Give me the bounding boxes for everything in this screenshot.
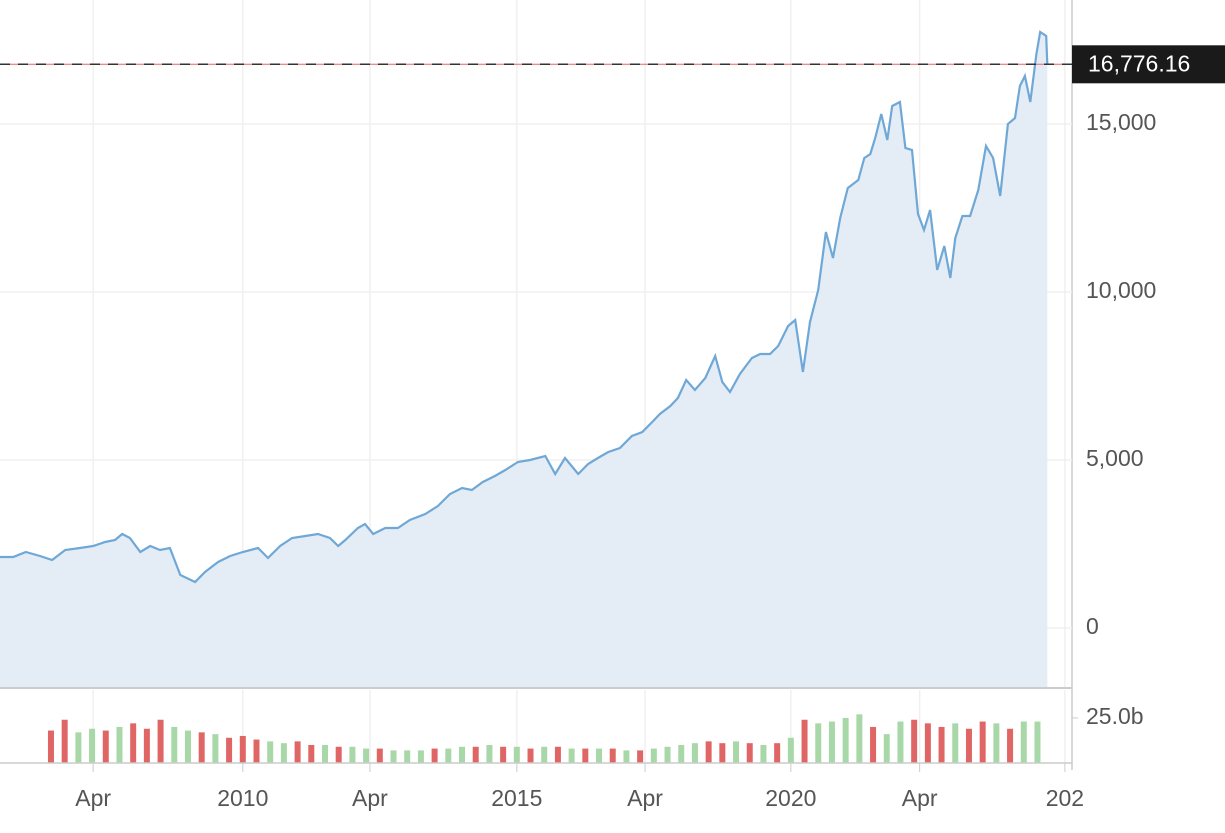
volume-bar xyxy=(253,739,260,763)
volume-bar xyxy=(897,721,904,763)
volume-bar xyxy=(239,735,246,763)
volume-bar xyxy=(1007,728,1014,763)
volume-bar xyxy=(130,723,137,763)
x-tick-label: 2010 xyxy=(217,785,268,811)
y-tick-label: 25.0b xyxy=(1086,703,1144,729)
volume-bar xyxy=(815,723,822,763)
volume-bar xyxy=(623,750,630,763)
volume-bar xyxy=(417,750,424,763)
volume-bar xyxy=(335,746,342,763)
volume-bar xyxy=(870,726,877,763)
volume-bar xyxy=(280,743,287,763)
price-area xyxy=(0,32,1048,688)
x-tick-label: Apr xyxy=(352,785,388,811)
volume-bar xyxy=(102,730,109,763)
y-tick-label: 5,000 xyxy=(1086,445,1144,471)
volume-bar xyxy=(993,723,1000,763)
volume-bar xyxy=(513,746,520,763)
volume-bar xyxy=(89,728,96,763)
y-tick-label: 0 xyxy=(1086,613,1099,639)
x-tick-label: 2015 xyxy=(491,785,542,811)
x-tick-label: Apr xyxy=(902,785,938,811)
volume-bar xyxy=(171,726,178,763)
volume-bar xyxy=(445,748,452,763)
volume-bar xyxy=(486,744,493,763)
volume-bar xyxy=(349,746,356,763)
volume-bar xyxy=(952,723,959,763)
volume-bar xyxy=(363,748,370,763)
volume-bar xyxy=(61,719,68,763)
volume-bar xyxy=(75,732,82,763)
volume-bar xyxy=(678,744,685,763)
volume-bar xyxy=(541,746,548,763)
volume-bar xyxy=(459,746,466,763)
volume-bar xyxy=(965,728,972,763)
volume-bar xyxy=(774,743,781,763)
volume-bar xyxy=(719,743,726,763)
price-label: 16,776.16 xyxy=(1088,50,1190,76)
volume-bar xyxy=(705,741,712,763)
volume-bar xyxy=(157,719,164,763)
volume-bar xyxy=(979,721,986,763)
volume-bar xyxy=(691,743,698,763)
volume-bar xyxy=(650,748,657,763)
volume-bar xyxy=(294,741,301,763)
volume-bar xyxy=(924,723,931,763)
x-tick-label: 202 xyxy=(1046,785,1084,811)
volume-bar xyxy=(472,746,479,763)
volume-bar xyxy=(500,746,507,763)
volume-bar xyxy=(733,741,740,763)
volume-bar xyxy=(883,734,890,763)
volume-bar xyxy=(226,737,233,763)
volume-bar xyxy=(582,748,589,763)
volume-bar xyxy=(746,743,753,763)
volume-bar xyxy=(828,721,835,763)
volume-bar xyxy=(527,748,534,763)
y-tick-label: 15,000 xyxy=(1086,109,1156,135)
volume-bar xyxy=(637,750,644,763)
x-tick-label: Apr xyxy=(627,785,663,811)
volume-bar xyxy=(404,750,411,763)
volume-bar xyxy=(308,744,315,763)
volume-bar xyxy=(184,730,191,763)
volume-bar xyxy=(911,719,918,763)
price-line xyxy=(0,30,1049,584)
x-tick-label: Apr xyxy=(75,785,111,811)
volume-bar xyxy=(321,744,328,763)
volume-bar xyxy=(390,750,397,763)
volume-bar xyxy=(554,746,561,763)
volume-bar xyxy=(596,748,603,763)
volume-bar xyxy=(431,748,438,763)
x-tick-label: 2020 xyxy=(765,785,816,811)
volume-bar xyxy=(787,737,794,763)
volume-bar xyxy=(376,748,383,763)
volume-bar xyxy=(1020,721,1027,763)
volume-bar xyxy=(609,748,616,763)
volume-bar xyxy=(760,744,767,763)
volume-bar xyxy=(198,732,205,763)
volume-bar xyxy=(267,741,274,763)
y-tick-label: 10,000 xyxy=(1086,277,1156,303)
volume-bar xyxy=(568,748,575,763)
volume-bar xyxy=(664,746,671,763)
volume-bar xyxy=(116,726,123,763)
volume-bar xyxy=(1034,721,1041,763)
volume-bar xyxy=(801,719,808,763)
volume-bar xyxy=(842,717,849,763)
volume-bar xyxy=(212,734,219,763)
volume-bar xyxy=(143,728,150,763)
price-label-box xyxy=(1072,45,1225,84)
volume-bar xyxy=(938,726,945,763)
volume-bar xyxy=(856,714,863,763)
volume-bar xyxy=(47,730,54,763)
